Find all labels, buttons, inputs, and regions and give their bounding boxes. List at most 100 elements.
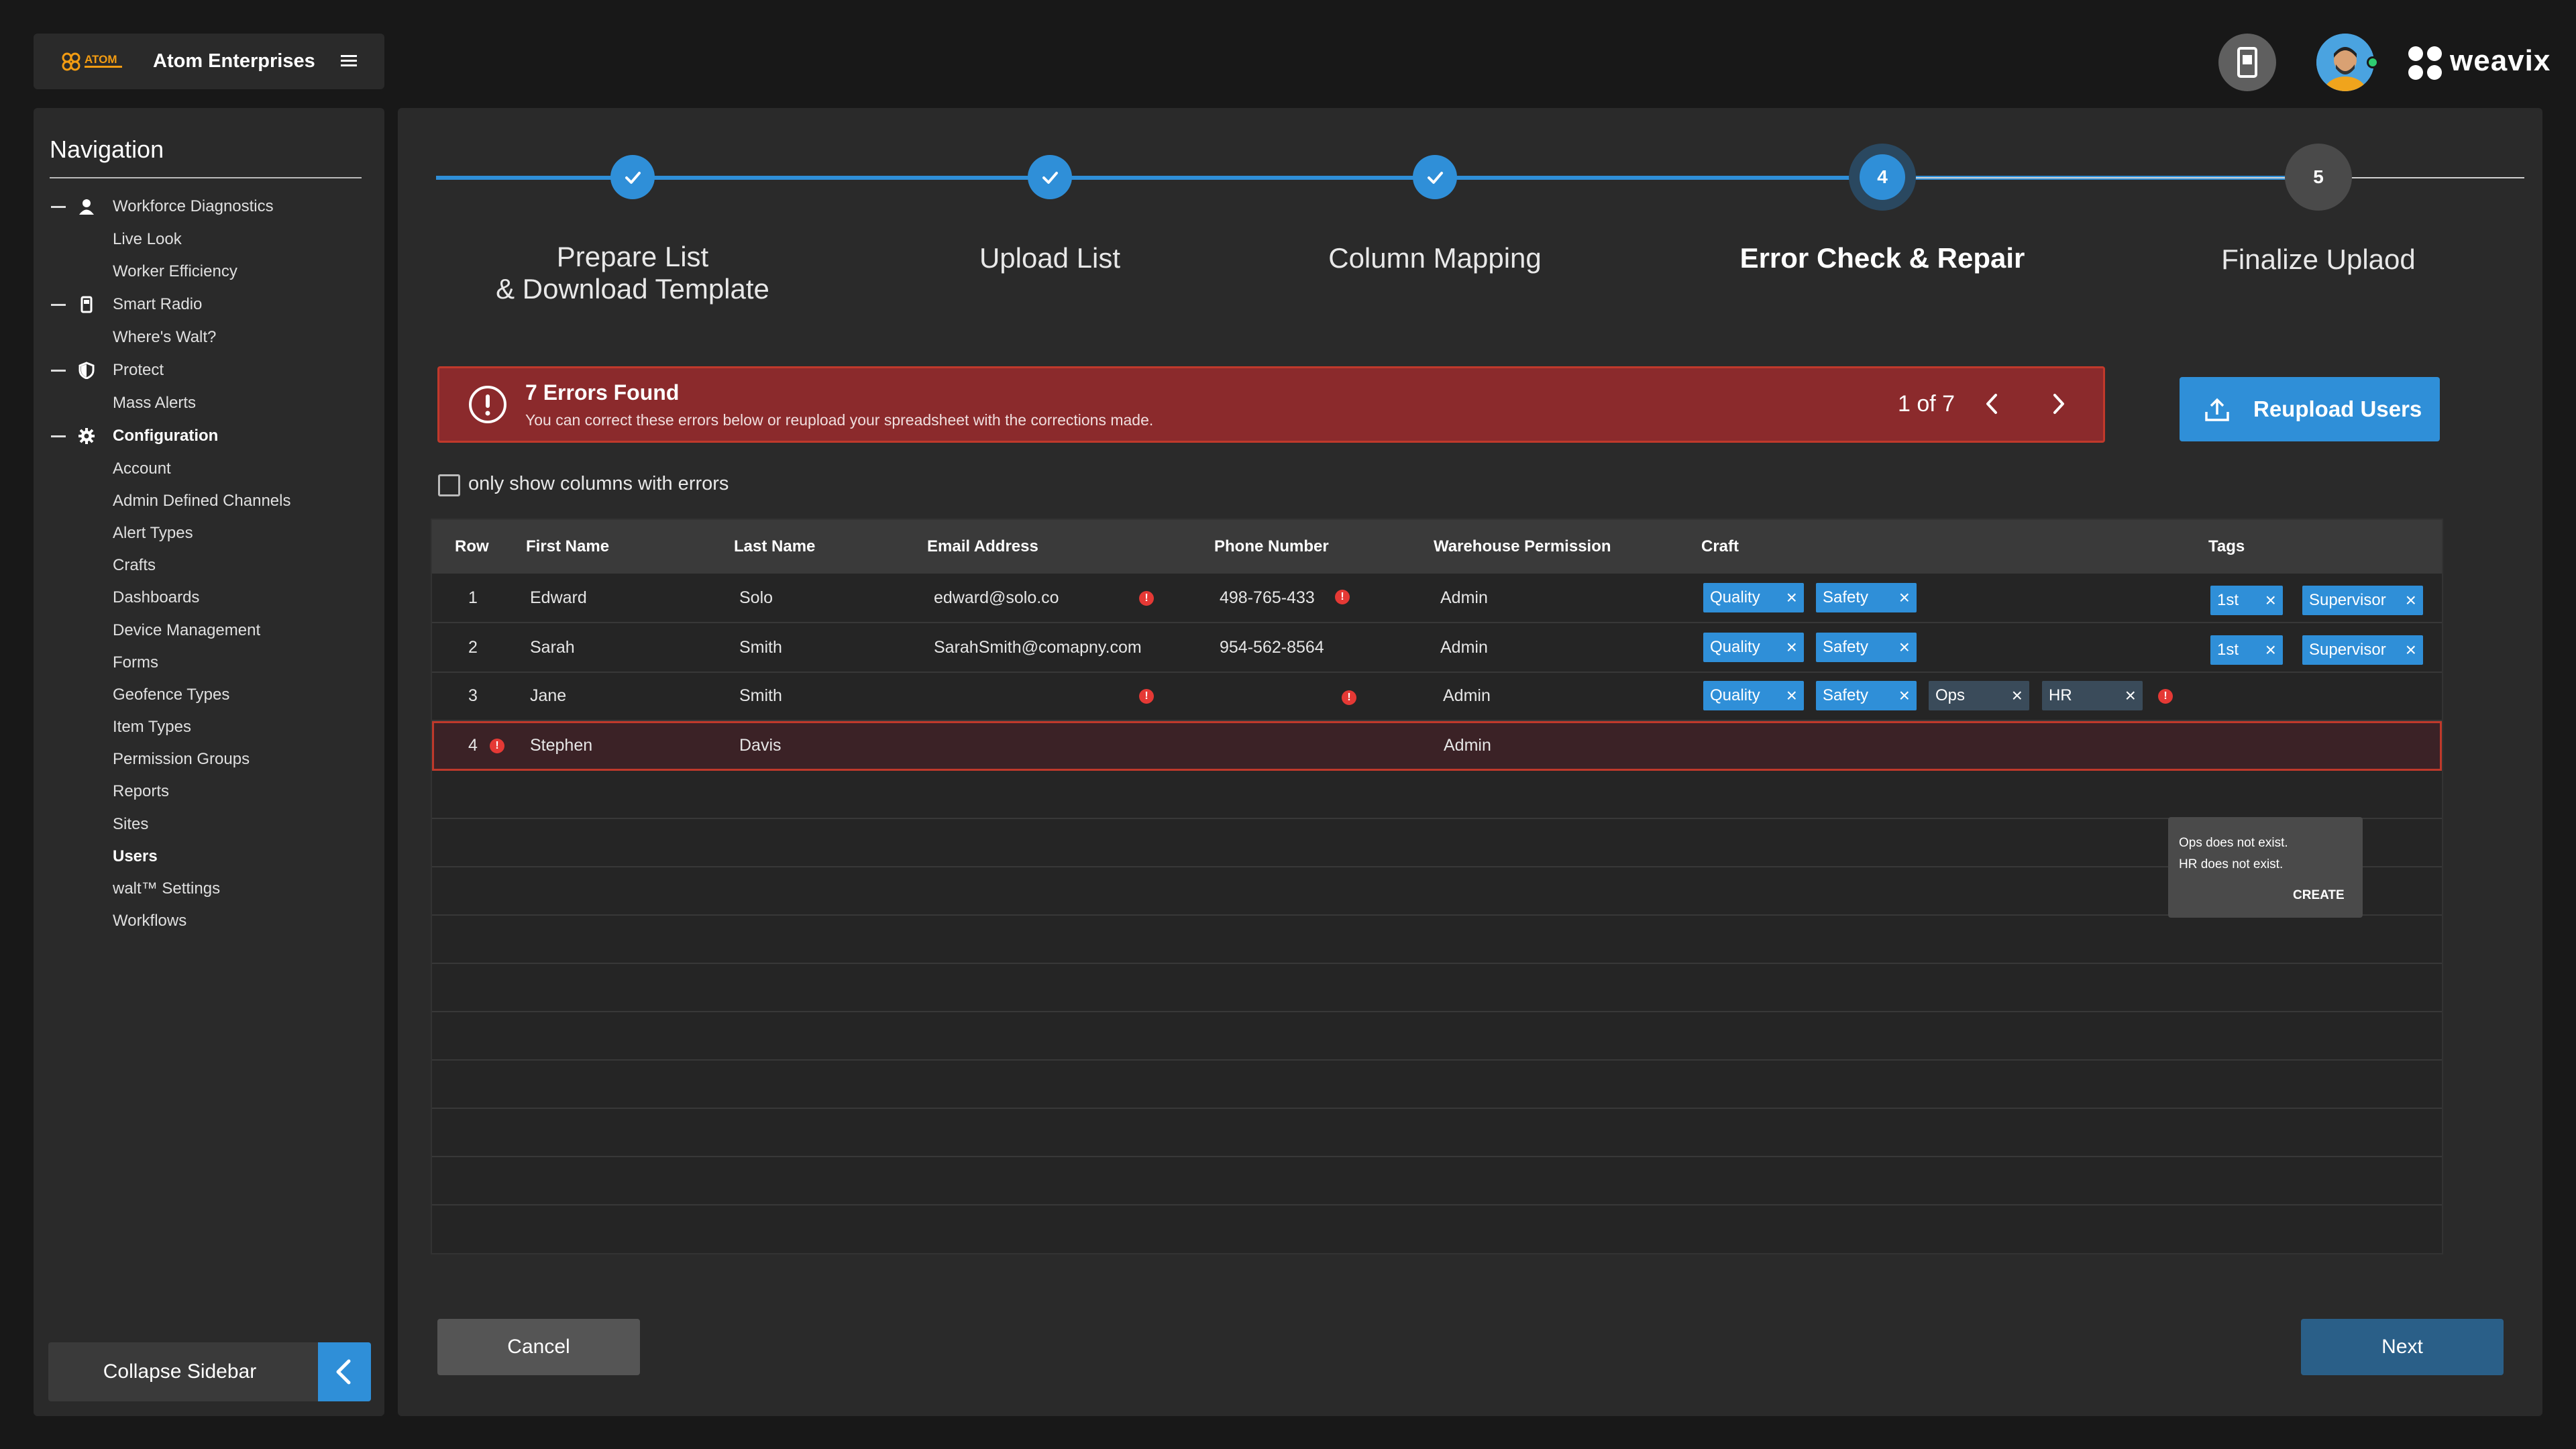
empty-table-row [432, 1109, 2442, 1157]
hamburger-menu-icon[interactable] [339, 51, 359, 71]
cancel-button[interactable]: Cancel [437, 1319, 640, 1375]
remove-chip-icon[interactable]: × [1786, 685, 1797, 706]
sidebar-item-label: Account [113, 460, 171, 478]
craft-chip[interactable]: Safety × [1816, 681, 1917, 710]
step-4-active-indicator: 4 [1849, 144, 1916, 211]
cell-row: 1 [468, 588, 478, 607]
cell-warehouse-permission[interactable]: Admin [1444, 736, 1491, 755]
remove-chip-icon[interactable]: × [1898, 587, 1910, 608]
chip-label: Quality [1710, 638, 1760, 656]
chip-label: Supervisor [2309, 641, 2386, 659]
sidebar-item-label: Workflows [113, 912, 187, 930]
remove-chip-icon[interactable]: × [2405, 590, 2416, 610]
sidebar-item-label: Users [113, 847, 158, 865]
remove-chip-icon[interactable]: × [2011, 685, 2023, 706]
row-error-icon[interactable] [490, 739, 504, 753]
remove-chip-icon[interactable]: × [2265, 590, 2276, 610]
next-error-chevron-right-icon[interactable] [2041, 387, 2075, 421]
header-craft: Craft [1701, 537, 1739, 555]
header-last-name: Last Name [734, 537, 816, 555]
cell-last-name[interactable]: Davis [739, 736, 782, 755]
craft-chip[interactable]: Safety × [1816, 633, 1917, 662]
table-header: Row First Name Last Name Email Address P… [432, 520, 2442, 574]
chevron-left-icon[interactable] [318, 1342, 371, 1401]
remove-chip-icon[interactable]: × [1898, 637, 1910, 657]
cell-email[interactable]: SarahSmith@comapny.com [934, 638, 1142, 657]
sidebar-item-label: Where's Walt? [113, 328, 217, 346]
table-row[interactable]: 1 Edward Solo edward@solo.co 498-765-433… [432, 574, 2442, 623]
collapse-dash-icon [51, 435, 66, 437]
phone-error-icon[interactable] [1335, 590, 1350, 604]
craft-chip[interactable]: Quality × [1703, 583, 1804, 612]
sidebar-item-label: Item Types [113, 718, 191, 736]
weavix-wordmark: weavix [2450, 44, 2551, 77]
only-errors-checkbox[interactable] [438, 474, 460, 496]
collapse-dash-icon [51, 304, 66, 306]
email-error-icon[interactable] [1139, 591, 1154, 606]
remove-chip-icon[interactable]: × [1786, 587, 1797, 608]
craft-chip[interactable]: Safety × [1816, 583, 1917, 612]
cell-email[interactable]: edward@solo.co [934, 588, 1059, 607]
step-5-label: Finalize Uplaod [2221, 244, 2416, 275]
previous-error-chevron-left-icon[interactable] [1976, 387, 2009, 421]
collapse-sidebar-label: Collapse Sidebar [103, 1360, 257, 1383]
remove-chip-icon[interactable]: × [1786, 637, 1797, 657]
chip-label: Ops [1935, 686, 1966, 704]
upload-icon [2204, 396, 2231, 423]
tag-chip[interactable]: 1st × [2210, 635, 2283, 665]
empty-table-row [432, 1012, 2442, 1061]
cell-last-name[interactable]: Smith [739, 686, 782, 705]
user-avatar[interactable] [2316, 34, 2374, 91]
remove-chip-icon[interactable]: × [1898, 685, 1910, 706]
chip-label: 1st [2217, 591, 2239, 609]
cell-phone[interactable]: 954-562-8564 [1220, 638, 1324, 657]
users-error-table: Row First Name Last Name Email Address P… [431, 519, 2443, 1254]
sidebar-item-label: Admin Defined Channels [113, 492, 291, 510]
table-row-error-selected[interactable]: 4 Stephen Davis Admin [432, 721, 2442, 771]
craft-chip-invalid[interactable]: HR × [2042, 681, 2143, 710]
cell-warehouse-permission[interactable]: Admin [1443, 686, 1491, 705]
tag-chip[interactable]: 1st × [2210, 586, 2283, 615]
table-row[interactable]: 3 Jane Smith Admin Quality × Safety × Ops ×… [432, 673, 2442, 721]
craft-chip-invalid[interactable]: Ops × [1929, 681, 2029, 710]
empty-table-row [432, 1157, 2442, 1205]
empty-table-row [432, 964, 2442, 1012]
create-crafts-button[interactable]: CREATE [2293, 888, 2345, 902]
craft-chip[interactable]: Quality × [1703, 633, 1804, 662]
remove-chip-icon[interactable]: × [2125, 685, 2136, 706]
sidebar-item-label: Protect [113, 361, 164, 379]
cell-warehouse-permission[interactable]: Admin [1440, 588, 1488, 607]
sidebar-item-label: Alert Types [113, 524, 193, 542]
cell-phone[interactable]: 498-765-433 [1220, 588, 1315, 607]
email-error-icon[interactable] [1139, 689, 1154, 704]
reupload-users-button[interactable]: Reupload Users [2180, 377, 2440, 441]
cell-first-name[interactable]: Sarah [530, 638, 575, 657]
step-4-label: Error Check & Repair [1739, 242, 2025, 274]
tag-chip[interactable]: Supervisor × [2302, 635, 2423, 665]
cell-row: 3 [468, 686, 478, 705]
chip-label: Quality [1710, 686, 1760, 704]
table-row[interactable]: 2 Sarah Smith SarahSmith@comapny.com 954… [432, 623, 2442, 673]
sidebar-item-label: Configuration [113, 427, 219, 445]
alert-circle-icon [468, 384, 508, 425]
craft-chip[interactable]: Quality × [1703, 681, 1804, 710]
only-errors-checkbox-label[interactable]: only show columns with errors [468, 473, 729, 494]
collapse-sidebar-button[interactable]: Collapse Sidebar [48, 1342, 371, 1401]
collapse-dash-icon [51, 206, 66, 208]
phone-error-icon[interactable] [1342, 690, 1356, 705]
header-row: Row [455, 537, 489, 555]
device-button[interactable] [2218, 34, 2276, 91]
sidebar-item-label: walt™ Settings [113, 879, 221, 898]
cell-last-name[interactable]: Smith [739, 638, 782, 657]
cell-warehouse-permission[interactable]: Admin [1440, 638, 1488, 657]
error-banner: 7 Errors Found You can correct these err… [437, 366, 2105, 443]
remove-chip-icon[interactable]: × [2265, 639, 2276, 660]
tag-chip[interactable]: Supervisor × [2302, 586, 2423, 615]
cell-first-name[interactable]: Edward [530, 588, 587, 607]
cell-first-name[interactable]: Jane [530, 686, 567, 705]
cell-first-name[interactable]: Stephen [530, 736, 593, 755]
next-button[interactable]: Next [2301, 1319, 2504, 1375]
cell-last-name[interactable]: Solo [739, 588, 773, 607]
craft-error-icon[interactable] [2158, 689, 2173, 704]
remove-chip-icon[interactable]: × [2405, 639, 2416, 660]
